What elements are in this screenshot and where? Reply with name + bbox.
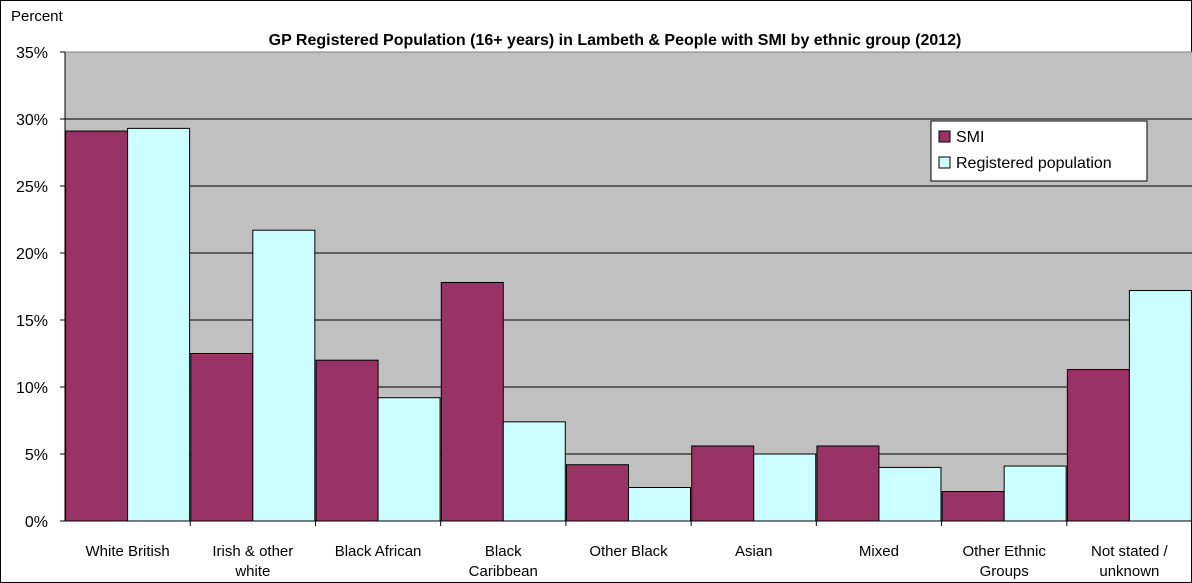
bar-registered-population [252, 229, 316, 522]
bar-registered-population [1128, 290, 1192, 522]
x-category-label: white [234, 563, 270, 580]
bar-smi [691, 445, 755, 522]
bar-registered-population [628, 487, 691, 522]
x-category-label: Caribbean [469, 563, 538, 580]
y-tick-label: 15% [16, 313, 48, 330]
x-category-label: Irish & other [212, 543, 293, 560]
legend-label: SMI [956, 129, 984, 146]
bar-smi [65, 130, 129, 522]
legend-swatch [938, 156, 951, 169]
bar-registered-population [1003, 465, 1067, 522]
bar-smi [1066, 369, 1130, 522]
x-category-label: White British [86, 543, 170, 560]
x-category-label: Not stated / [1091, 543, 1169, 560]
bar-registered-population [377, 397, 441, 522]
x-category-label: Other Ethnic [962, 543, 1046, 560]
legend-label: Registered population [956, 155, 1112, 172]
bar-smi [941, 491, 1005, 522]
bar-smi [315, 359, 379, 522]
y-tick-label: 30% [16, 112, 48, 129]
y-tick-label: 35% [16, 45, 48, 62]
y-tick-label: 10% [16, 380, 48, 397]
y-tick-labels: 0% 5% 10% 15% 20% 25% 30% 35% [16, 45, 48, 531]
y-tick-label: 20% [16, 246, 48, 263]
x-category-label: Other Black [589, 543, 668, 560]
bar-smi [190, 353, 254, 522]
axes [60, 51, 1192, 526]
x-category-label: Groups [980, 563, 1029, 580]
legend-box [930, 120, 1148, 182]
bar-smi [566, 464, 629, 522]
y-tick-label: 25% [16, 179, 48, 196]
legend-swatch [938, 130, 951, 143]
x-category-label: Black [485, 543, 522, 560]
y-axis-label: Percent [11, 8, 64, 25]
x-category-label: Asian [735, 543, 773, 560]
bar-registered-population [878, 466, 942, 522]
bar-registered-population [502, 421, 566, 522]
bar-smi [816, 445, 880, 522]
legend: SMI Registered population [930, 120, 1148, 182]
bar-smi [440, 281, 504, 522]
x-category-label: Mixed [859, 543, 899, 560]
bar-registered-population [753, 453, 817, 522]
x-category-label: unknown [1099, 563, 1159, 580]
y-tick-label: 0% [25, 514, 48, 531]
x-category-labels: White British Irish & other white Black Afr… [86, 543, 1169, 580]
bar-registered-population [127, 127, 191, 522]
chart-title: GP Registered Population (16+ years) in … [269, 32, 962, 49]
x-category-label: Black African [335, 543, 422, 560]
y-tick-label: 5% [25, 447, 48, 464]
